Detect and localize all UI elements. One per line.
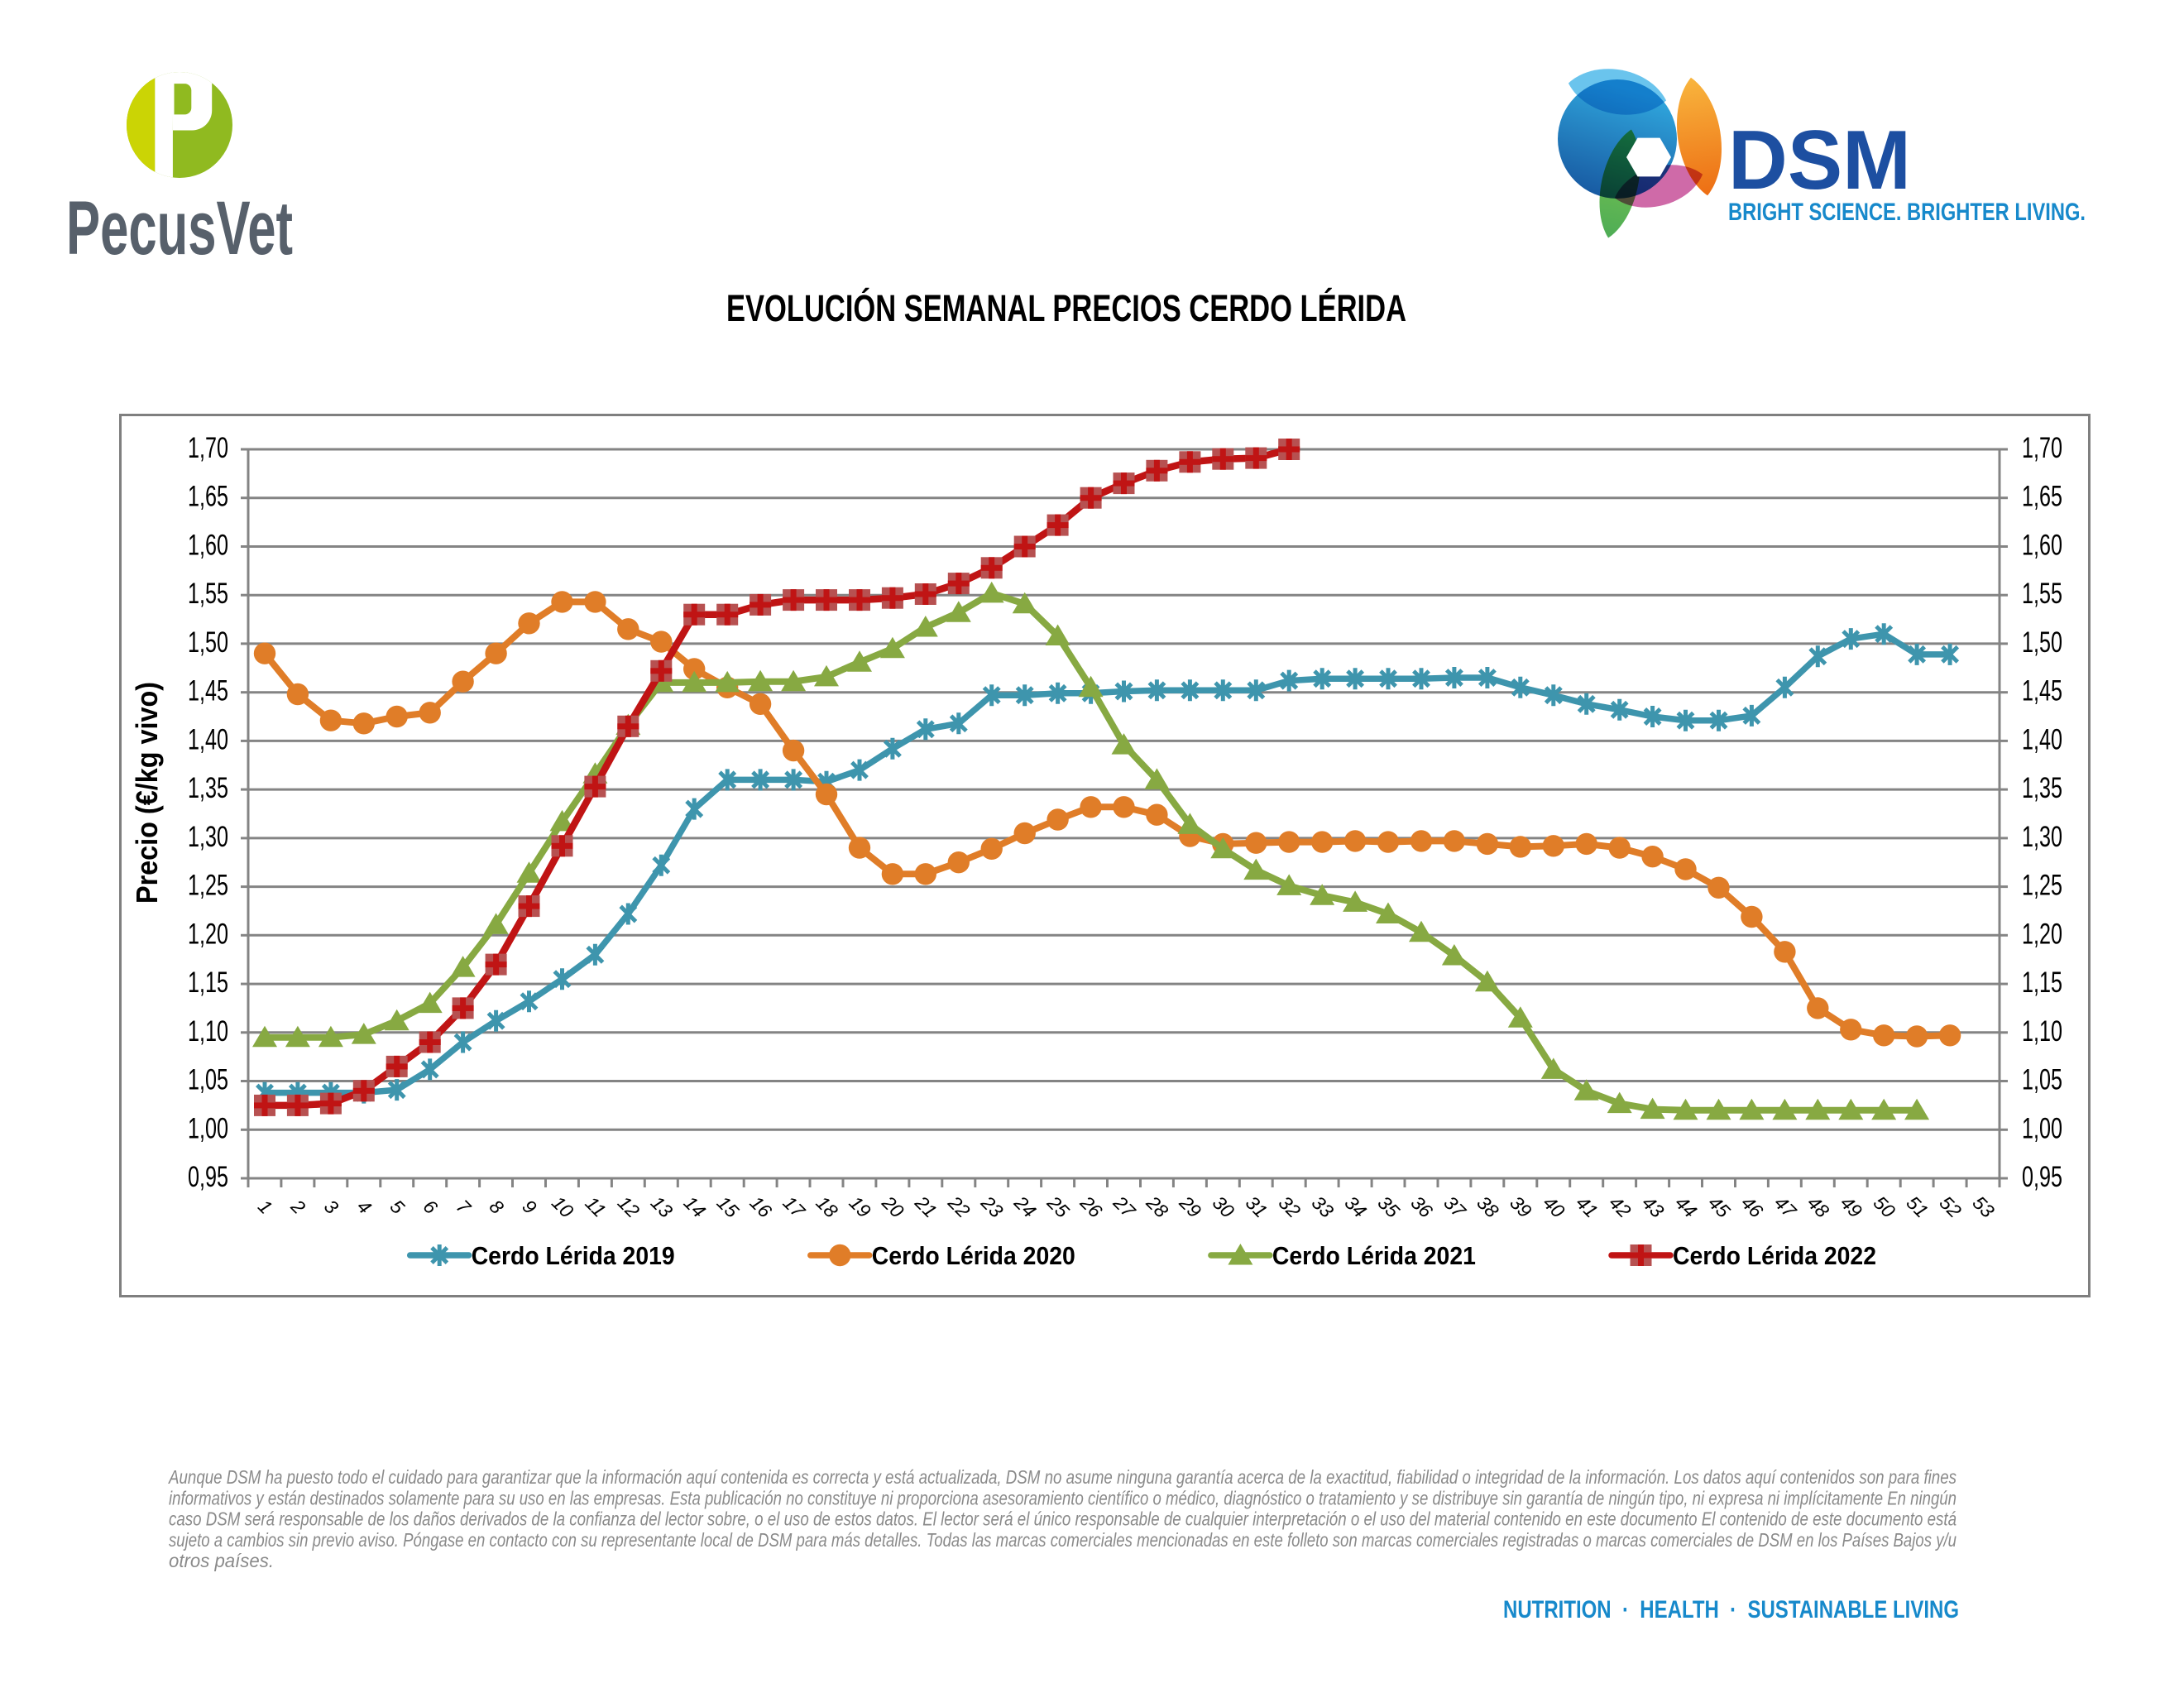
svg-text:1,05: 1,05 [2022,1064,2062,1096]
svg-text:1,55: 1,55 [2022,578,2062,610]
svg-text:1,15: 1,15 [188,966,228,999]
svg-text:caso DSM será responsable de l: caso DSM será responsable de los daños d… [169,1508,1956,1530]
svg-text:1,55: 1,55 [188,578,228,610]
svg-text:1,50: 1,50 [188,626,228,659]
svg-text:Cerdo Lérida 2022: Cerdo Lérida 2022 [1673,1241,1876,1270]
svg-text:1,45: 1,45 [2022,675,2062,707]
svg-text:1,10: 1,10 [188,1015,228,1048]
svg-text:1,30: 1,30 [2022,821,2062,853]
svg-text:1,60: 1,60 [2022,530,2062,562]
svg-text:1,10: 1,10 [2022,1015,2062,1048]
svg-text:Cerdo Lérida 2020: Cerdo Lérida 2020 [872,1241,1075,1270]
svg-text:Cerdo Lérida 2021: Cerdo Lérida 2021 [1272,1241,1476,1270]
svg-text:0,95: 0,95 [188,1161,228,1193]
svg-text:EVOLUCIÓN SEMANAL PRECIOS CERD: EVOLUCIÓN SEMANAL PRECIOS CERDO LÉRIDA [726,287,1406,329]
svg-text:1,30: 1,30 [188,821,228,853]
svg-text:1,40: 1,40 [188,723,228,755]
svg-text:1,00: 1,00 [188,1112,228,1144]
svg-text:1,25: 1,25 [188,870,228,902]
svg-text:1,70: 1,70 [188,432,228,464]
svg-text:PecusVet: PecusVet [66,186,293,271]
svg-text:1,60: 1,60 [188,530,228,562]
svg-text:NUTRITION · HEALTH · SUSTA: NUTRITION · HEALTH · SUSTAINABLE LIVING [1503,1596,1959,1623]
svg-text:sujeto a cambios sin previo av: sujeto a cambios sin previo aviso. Pónga… [169,1529,1956,1551]
svg-text:1,00: 1,00 [2022,1112,2062,1144]
svg-text:1,35: 1,35 [2022,772,2062,804]
svg-text:0,95: 0,95 [2022,1161,2062,1193]
svg-text:BRIGHT SCIENCE. BRIGHTER LIVIN: BRIGHT SCIENCE. BRIGHTER LIVING. [1728,199,2086,226]
svg-text:1,15: 1,15 [2022,966,2062,999]
svg-text:informativos y están destinado: informativos y están destinados solament… [169,1487,1956,1508]
svg-text:DSM: DSM [1728,114,1911,207]
svg-text:1,50: 1,50 [2022,626,2062,659]
svg-text:1,20: 1,20 [2022,918,2062,950]
svg-text:1,65: 1,65 [188,481,228,513]
svg-text:1,35: 1,35 [188,772,228,804]
svg-text:1,40: 1,40 [2022,723,2062,755]
svg-text:1,25: 1,25 [2022,870,2062,902]
svg-text:1,45: 1,45 [188,675,228,707]
svg-text:Cerdo Lérida 2019: Cerdo Lérida 2019 [472,1241,675,1270]
svg-text:1,20: 1,20 [188,918,228,950]
svg-text:1,05: 1,05 [188,1064,228,1096]
svg-text:otros países.: otros países. [169,1550,274,1571]
svg-text:1,70: 1,70 [2022,432,2062,464]
svg-text:1,65: 1,65 [2022,481,2062,513]
svg-text:Aunque DSM ha puesto todo el c: Aunque DSM ha puesto todo el cuidado par… [167,1466,1956,1488]
svg-text:Precio (€/kg vivo): Precio (€/kg vivo) [130,682,164,904]
